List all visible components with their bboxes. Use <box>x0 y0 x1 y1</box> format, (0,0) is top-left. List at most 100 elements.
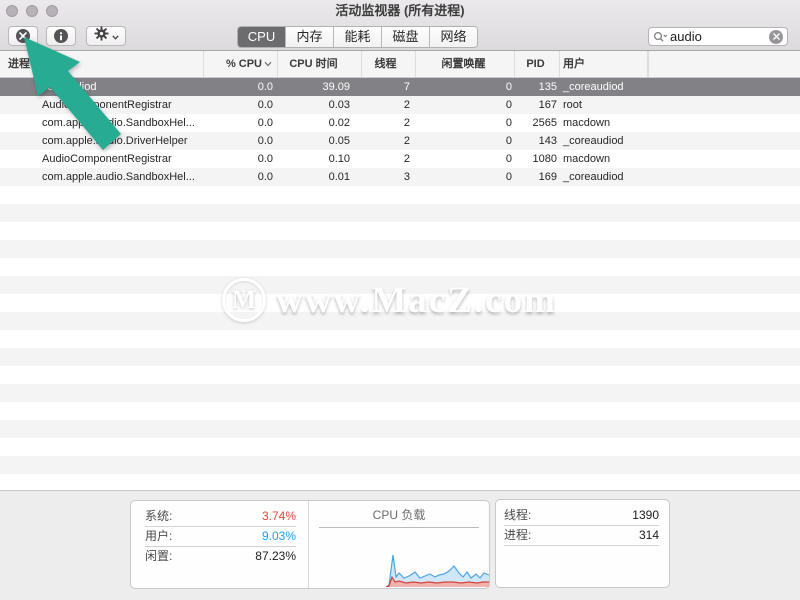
inspect-process-button[interactable] <box>46 26 76 46</box>
cell-pid: 1080 <box>532 153 557 165</box>
chart-title: CPU 负载 <box>372 508 426 522</box>
cell-user: _coreaudiod <box>563 81 624 93</box>
process-counts-panel: 线程: 1390 进程: 314 <box>495 499 670 588</box>
cell-threads: 2 <box>403 135 410 147</box>
column-header-time[interactable]: CPU 时间 <box>278 51 362 77</box>
tab-CPU[interactable]: CPU <box>238 27 286 47</box>
close-window-button[interactable] <box>6 5 18 17</box>
column-header-wake[interactable]: 闲置唤醒 <box>416 51 515 77</box>
user-load-line <box>385 554 489 587</box>
cell-cpu: 0.0 <box>257 99 273 111</box>
cell-name: AudioComponentRegistrar <box>42 99 172 111</box>
column-label: % CPU <box>225 58 262 70</box>
cell-user: _coreaudiod <box>563 135 624 147</box>
cell-threads: 2 <box>403 117 410 129</box>
stat-label: 进程: <box>504 528 532 542</box>
quit-process-button[interactable] <box>8 26 38 46</box>
zoom-window-button[interactable] <box>46 5 58 17</box>
cpu-stat-row: 用户: 9.03% <box>145 527 296 547</box>
search-input[interactable] <box>668 29 769 44</box>
stat-label: 闲置: <box>145 549 173 563</box>
column-header-name[interactable]: 进程名称 <box>0 51 204 77</box>
stat-label: 用户: <box>145 529 173 543</box>
cpu-percentages: 系统: 3.74% 用户: 9.03% 闲置: 87.23% <box>131 501 309 588</box>
cell-cpu: 0.0 <box>257 81 273 93</box>
column-header-filler <box>648 51 800 77</box>
column-label: 线程 <box>374 58 397 70</box>
cpu-load-graph <box>385 554 489 587</box>
table-row[interactable]: com.apple.audio.SandboxHel... 0.0 0.01 3 0 16… <box>0 168 800 186</box>
titlebar: 活动监视器 (所有进程) <box>0 0 800 22</box>
cell-time: 0.03 <box>328 99 350 111</box>
cell-pid: 143 <box>538 135 557 147</box>
actions-menu-button[interactable] <box>86 26 126 46</box>
column-header-pid[interactable]: PID <box>515 51 560 77</box>
column-label: 进程名称 <box>8 58 52 70</box>
cell-wake: 0 <box>505 99 512 111</box>
cell-wake: 0 <box>505 135 512 147</box>
cell-name: com.apple.audio.DriverHelper <box>42 135 188 147</box>
circle-i-icon <box>54 29 68 43</box>
cpu-stat-row: 闲置: 87.23% <box>145 547 296 566</box>
watermark-text: www.MacZ.com <box>276 279 557 321</box>
cell-time: 0.10 <box>328 153 350 165</box>
tab-磁盘[interactable]: 磁盘 <box>382 27 430 47</box>
user-load-area <box>386 555 489 587</box>
column-label: 闲置唤醒 <box>441 58 486 70</box>
stat-value: 1390 <box>632 508 659 522</box>
count-stat-row: 进程: 314 <box>504 526 659 546</box>
cell-name: AudioComponentRegistrar <box>42 153 172 165</box>
column-header-cpu[interactable]: % CPU <box>204 51 278 77</box>
table-row[interactable]: coreaudiod 0.0 39.09 7 0 135 _coreaudiod <box>0 78 800 96</box>
macz-logo-icon: M <box>222 278 266 322</box>
column-label: CPU 时间 <box>289 58 338 70</box>
cell-wake: 0 <box>505 81 512 93</box>
chart-title-rule <box>319 527 479 528</box>
cell-pid: 135 <box>538 81 557 93</box>
window-chrome: 活动监视器 (所有进程) <box>0 0 800 51</box>
minimize-window-button[interactable] <box>26 5 38 17</box>
column-label: PID <box>526 58 545 70</box>
table-row[interactable]: com.apple.audio.SandboxHel... 0.0 0.02 2 0 25… <box>0 114 800 132</box>
stat-value: 314 <box>638 528 659 542</box>
table-row[interactable]: AudioComponentRegistrar 0.0 0.10 2 0 1080 macd… <box>0 150 800 168</box>
tab-内存[interactable]: 内存 <box>286 27 334 47</box>
footer-stats-bar: 系统: 3.74% 用户: 9.03% 闲置: 87.23% CPU 负载 线程: 1390… <box>0 490 800 600</box>
cell-threads: 3 <box>403 171 410 183</box>
clear-search-button[interactable] <box>769 29 783 44</box>
chevron-down-icon <box>111 27 119 45</box>
stat-label: 线程: <box>504 508 532 522</box>
cpu-load-chart: CPU 负载 <box>309 501 489 588</box>
cell-time: 0.05 <box>328 135 350 147</box>
cell-time: 39.09 <box>322 81 350 93</box>
cell-wake: 0 <box>505 171 512 183</box>
cell-cpu: 0.0 <box>257 117 273 129</box>
stat-value: 3.74% <box>261 509 296 523</box>
search-field[interactable] <box>648 27 788 46</box>
search-icon <box>653 31 668 43</box>
tab-网络[interactable]: 网络 <box>430 27 477 47</box>
table-rows: coreaudiod 0.0 39.09 7 0 135 _coreaudiod AudioC… <box>0 78 800 186</box>
table-row[interactable]: com.apple.audio.DriverHelper 0.0 0.05 2 0 143… <box>0 132 800 150</box>
cell-time: 0.02 <box>328 117 350 129</box>
cell-wake: 0 <box>505 117 512 129</box>
cell-user: root <box>563 99 582 111</box>
column-header-user[interactable]: 用户 <box>560 51 648 77</box>
cell-name: coreaudiod <box>42 81 97 93</box>
column-label: 用户 <box>563 58 585 70</box>
process-table: coreaudiod 0.0 39.09 7 0 135 _coreaudiod AudioC… <box>0 78 800 490</box>
sort-desc-icon <box>264 61 272 67</box>
view-tabs: CPU 内存 能耗 磁盘 网络 <box>237 26 478 48</box>
cell-wake: 0 <box>505 153 512 165</box>
column-header-threads[interactable]: 线程 <box>362 51 416 77</box>
table-row[interactable]: AudioComponentRegistrar 0.0 0.03 2 0 167 root <box>0 96 800 114</box>
system-load-line <box>385 575 489 587</box>
window-title: 活动监视器 (所有进程) <box>335 3 465 18</box>
cell-pid: 2565 <box>532 117 557 129</box>
count-stat-row: 线程: 1390 <box>504 506 659 526</box>
cell-pid: 167 <box>538 99 557 111</box>
tab-能耗[interactable]: 能耗 <box>334 27 382 47</box>
cell-threads: 2 <box>403 99 410 111</box>
cell-time: 0.01 <box>328 171 350 183</box>
cell-threads: 7 <box>403 81 410 93</box>
